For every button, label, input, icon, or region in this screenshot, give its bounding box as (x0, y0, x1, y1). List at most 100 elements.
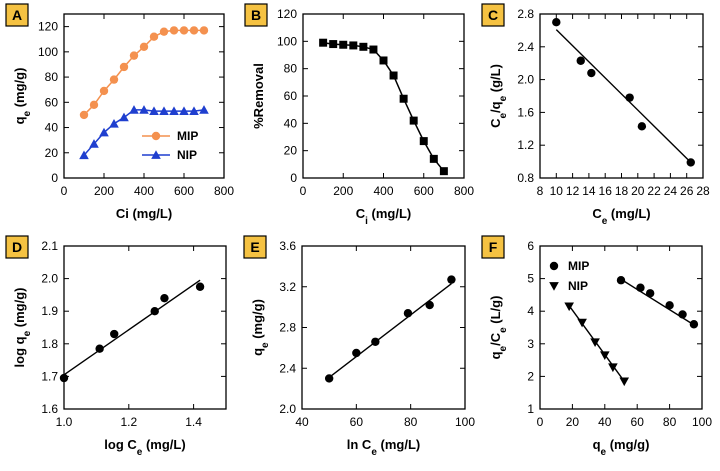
y-tick-label: 2.0 (279, 402, 296, 416)
data-point (59, 373, 69, 383)
data-point (139, 42, 149, 51)
data-point (169, 106, 179, 115)
x-tick-label: 14 (582, 184, 596, 198)
data-point (319, 38, 328, 47)
axis-title-text: %Removal (251, 63, 266, 129)
axis-title-text: (mg/L) (607, 206, 650, 221)
data-point (577, 318, 587, 328)
x-tick-label: 80 (663, 415, 677, 429)
axis-title-text: q (593, 437, 601, 452)
x-tick-label: 18 (615, 184, 629, 198)
axis-title-subscript: e (498, 95, 509, 101)
y-tick-label: 40 (284, 116, 298, 130)
axis-title-subscript: e (602, 216, 608, 227)
axis-title-subscript: i (365, 216, 368, 227)
data-point (352, 348, 361, 358)
y-tick-label: 0 (290, 171, 297, 185)
data-point (689, 320, 699, 329)
data-point (369, 45, 378, 54)
y-tick-label: 1.8 (41, 337, 58, 351)
x-tick-label: 24 (664, 184, 678, 198)
data-point (419, 137, 428, 146)
data-point (195, 282, 205, 291)
axis-title-text: q (12, 116, 27, 124)
panel-badge (243, 235, 267, 259)
x-tick-label: 20 (631, 184, 645, 198)
y-tick-label: 2.4 (279, 361, 296, 375)
data-point (389, 71, 398, 80)
x-tick-label: 400 (373, 184, 393, 198)
axis-title-text: ln C (347, 437, 372, 452)
y-tick-label: 100 (277, 34, 297, 48)
x-tick-label: 8 (537, 184, 544, 198)
data-point (379, 56, 388, 65)
data-point (159, 27, 169, 36)
data-point (399, 94, 408, 103)
y-tick-label: 3.2 (279, 280, 296, 294)
axis-title-text: (L/g) (488, 296, 503, 328)
y-axis-title: log qe (mg/g) (12, 288, 33, 368)
data-point (371, 337, 380, 346)
y-tick-label: 2.0 (517, 73, 534, 87)
y-tick-label: 80 (45, 70, 59, 84)
legend-marker (151, 131, 161, 141)
data-point (600, 351, 610, 361)
panel-letter: C (488, 7, 498, 23)
y-axis-title: qe (mg/g) (12, 68, 33, 125)
data-point (678, 310, 687, 319)
x-tick-label: 100 (455, 415, 475, 429)
data-point (99, 127, 109, 137)
data-point (129, 51, 139, 60)
panel-letter: D (12, 239, 22, 255)
data-point (79, 110, 89, 120)
data-point (189, 26, 199, 35)
axis-title-subscript: e (601, 447, 607, 458)
y-tick-label: 20 (284, 144, 298, 158)
data-point (439, 167, 448, 176)
y-tick-label: 2 (527, 369, 534, 383)
y-tick-label: 1.9 (41, 304, 58, 318)
y-tick-label: 0.8 (517, 171, 534, 185)
data-point (619, 377, 630, 387)
fit-line (328, 283, 452, 378)
data-point (139, 105, 149, 114)
legend-label-mip: MIP (177, 129, 198, 143)
data-point (403, 309, 413, 318)
x-tick-label: 10 (550, 184, 564, 198)
plot-frame (63, 245, 227, 410)
axis-title-text: (mg/g) (12, 68, 27, 111)
data-point (587, 68, 596, 78)
data-point (324, 374, 334, 383)
x-axis-title: Ci (mg/L) (356, 206, 412, 227)
panel-letter: B (251, 7, 261, 23)
plot-frame (63, 13, 225, 179)
data-point (109, 75, 119, 84)
x-tick-label: 0 (61, 184, 68, 198)
data-point (189, 106, 199, 115)
axis-title-text: /C (488, 332, 503, 346)
x-tick-label: 40 (295, 415, 309, 429)
axis-title-subscript: e (498, 345, 509, 351)
chart-panel-c: 8 10 12 14 16 18 20 22 24 26 28 0.8 1.2 1.6 2.0 2.4 2.8 C… (481, 3, 710, 227)
x-tick-label: 40 (598, 415, 612, 429)
panel-letter: F (489, 239, 498, 255)
data-point (616, 276, 626, 285)
series-data (552, 18, 695, 167)
data-point (159, 106, 169, 115)
x-tick-label: 16 (599, 184, 613, 198)
y-tick-label: 40 (45, 121, 59, 135)
x-axis-title: ln Ce (mg/L) (347, 437, 420, 458)
data-point (149, 32, 159, 41)
data-point (447, 275, 456, 284)
series-mip (79, 26, 209, 120)
series-mip (616, 276, 699, 329)
axis-title-text: Ci (mg/L) (116, 206, 172, 221)
axis-title-text: C (488, 118, 503, 128)
x-tick-label: 22 (647, 184, 661, 198)
legend-label-mip: MIP (568, 259, 589, 273)
x-tick-label: 800 (454, 184, 474, 198)
y-tick-label: 20 (45, 146, 59, 160)
panel-letter: E (250, 239, 259, 255)
axis-title-text: C (356, 206, 366, 221)
